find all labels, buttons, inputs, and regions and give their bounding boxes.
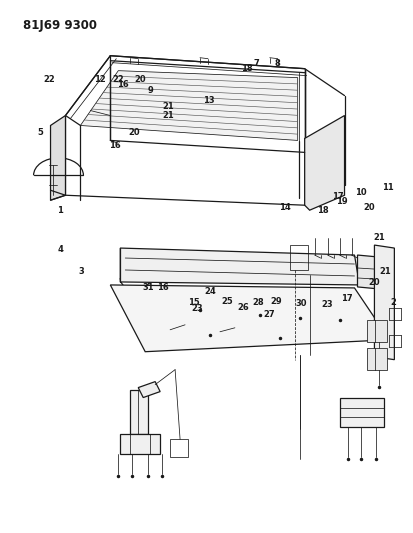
Text: 18: 18 bbox=[241, 64, 253, 74]
Text: 4: 4 bbox=[57, 245, 63, 254]
Text: 20: 20 bbox=[129, 128, 140, 137]
Text: 27: 27 bbox=[263, 310, 275, 319]
Polygon shape bbox=[120, 434, 160, 454]
Polygon shape bbox=[120, 248, 359, 285]
Text: 20: 20 bbox=[363, 203, 375, 212]
Text: 2: 2 bbox=[391, 298, 397, 307]
Text: 21: 21 bbox=[163, 111, 175, 119]
Text: 23: 23 bbox=[321, 300, 332, 309]
Text: 19: 19 bbox=[337, 197, 348, 206]
Text: 29: 29 bbox=[271, 296, 282, 305]
Polygon shape bbox=[375, 245, 394, 360]
Text: 13: 13 bbox=[203, 96, 214, 105]
Text: 15: 15 bbox=[188, 298, 200, 307]
Text: 21: 21 bbox=[163, 102, 175, 110]
Polygon shape bbox=[368, 320, 387, 342]
Text: 1: 1 bbox=[57, 206, 63, 215]
Polygon shape bbox=[81, 71, 298, 140]
Text: 20: 20 bbox=[369, 278, 380, 287]
Text: 5: 5 bbox=[37, 128, 43, 137]
Text: 24: 24 bbox=[204, 287, 216, 296]
Text: 3: 3 bbox=[78, 268, 84, 276]
Text: 10: 10 bbox=[355, 188, 367, 197]
Text: 21: 21 bbox=[380, 268, 392, 276]
Text: 22: 22 bbox=[112, 75, 124, 84]
Text: 14: 14 bbox=[279, 203, 291, 212]
Text: 18: 18 bbox=[317, 206, 328, 215]
Polygon shape bbox=[305, 116, 344, 210]
Polygon shape bbox=[130, 390, 148, 434]
Polygon shape bbox=[368, 348, 387, 370]
Text: 25: 25 bbox=[221, 296, 233, 305]
Text: 16: 16 bbox=[117, 80, 129, 90]
Text: 12: 12 bbox=[94, 75, 105, 84]
Text: 20: 20 bbox=[135, 75, 147, 84]
Text: 22: 22 bbox=[43, 75, 55, 84]
Text: 16: 16 bbox=[109, 141, 121, 150]
Text: 28: 28 bbox=[252, 298, 264, 307]
Text: 17: 17 bbox=[341, 294, 352, 303]
Text: 11: 11 bbox=[382, 183, 394, 192]
Text: 21: 21 bbox=[373, 233, 385, 242]
Polygon shape bbox=[50, 116, 66, 200]
Polygon shape bbox=[358, 255, 389, 290]
Text: 23: 23 bbox=[192, 304, 203, 313]
Text: 30: 30 bbox=[295, 299, 307, 308]
Text: 7: 7 bbox=[253, 59, 259, 68]
Polygon shape bbox=[138, 382, 160, 398]
Polygon shape bbox=[339, 398, 385, 427]
Text: 26: 26 bbox=[237, 303, 249, 312]
Text: 8: 8 bbox=[274, 59, 280, 68]
Text: 16: 16 bbox=[157, 283, 169, 292]
Polygon shape bbox=[110, 285, 389, 352]
Text: 31: 31 bbox=[142, 283, 154, 292]
Text: 81J69 9300: 81J69 9300 bbox=[23, 19, 97, 32]
Text: 17: 17 bbox=[332, 192, 344, 201]
Text: 9: 9 bbox=[148, 86, 154, 95]
